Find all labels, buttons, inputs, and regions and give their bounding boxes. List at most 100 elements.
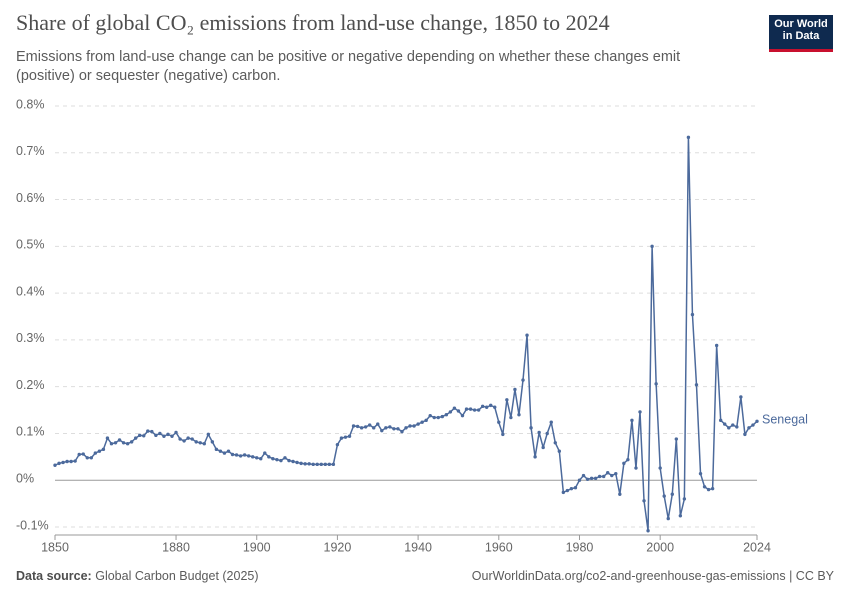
x-tick-label: 1900	[243, 540, 271, 554]
data-point	[666, 516, 670, 521]
data-point	[392, 427, 396, 431]
data-point	[577, 478, 582, 482]
data-point	[662, 494, 666, 498]
data-point	[133, 436, 138, 440]
data-point	[606, 471, 610, 475]
data-point	[206, 432, 211, 437]
data-point	[303, 462, 307, 466]
data-point	[440, 414, 445, 419]
data-point	[146, 429, 150, 433]
data-point	[355, 424, 360, 429]
data-point	[400, 429, 404, 434]
data-point	[642, 499, 646, 503]
data-point	[307, 462, 311, 466]
data-point	[545, 431, 549, 436]
data-point	[626, 457, 630, 462]
x-tick-label: 2024	[743, 540, 771, 554]
data-point	[622, 461, 626, 466]
data-point	[408, 424, 412, 428]
data-point	[226, 449, 231, 453]
data-point	[154, 433, 158, 438]
data-point	[372, 426, 376, 430]
data-point	[367, 423, 372, 427]
data-point	[138, 433, 142, 438]
data-point	[142, 434, 146, 438]
x-tick-label: 1880	[162, 540, 190, 554]
data-point	[731, 423, 735, 427]
data-point	[638, 410, 642, 414]
y-tick-label: 0.3%	[16, 331, 45, 345]
data-point	[279, 458, 283, 463]
data-point	[259, 457, 263, 461]
data-point	[89, 456, 94, 460]
footer-link[interactable]: OurWorldinData.org/co2-and-greenhouse-ga…	[471, 569, 834, 583]
data-point	[198, 441, 202, 445]
data-point	[311, 462, 315, 467]
data-point	[287, 458, 291, 463]
x-tick-label: 1920	[324, 540, 352, 554]
y-tick-label: 0.2%	[16, 378, 45, 392]
series-line	[54, 136, 758, 532]
data-point	[484, 405, 489, 409]
data-point	[549, 420, 553, 424]
data-point	[194, 440, 198, 444]
data-point	[678, 514, 683, 518]
data-point	[69, 459, 73, 464]
data-point	[509, 415, 513, 420]
data-point	[739, 395, 743, 399]
data-point	[250, 455, 255, 459]
data-point	[85, 456, 89, 460]
data-point	[723, 422, 727, 426]
data-point	[727, 426, 731, 430]
data-point	[597, 474, 602, 479]
data-point	[299, 461, 303, 466]
data-point	[537, 430, 541, 435]
data-point	[690, 312, 695, 317]
data-point	[166, 432, 170, 437]
x-tick-label: 1850	[41, 540, 69, 554]
data-point	[319, 462, 323, 467]
data-point	[674, 437, 679, 441]
data-point	[125, 442, 130, 446]
source-text: Global Carbon Budget (2025)	[95, 569, 259, 583]
data-point	[339, 436, 344, 440]
chart-subtitle: Emissions from land-use change can be po…	[16, 49, 681, 84]
data-point	[210, 440, 215, 444]
data-point	[315, 462, 319, 467]
data-point	[517, 413, 521, 417]
data-point	[295, 460, 299, 465]
data-point	[456, 409, 461, 413]
data-point	[388, 425, 392, 429]
data-point	[493, 405, 497, 409]
data-point	[646, 529, 650, 533]
data-point	[755, 419, 759, 423]
data-point	[97, 449, 102, 453]
x-tick-label: 1960	[485, 540, 513, 554]
data-point	[81, 452, 85, 456]
data-point	[291, 459, 295, 464]
data-point	[448, 410, 453, 414]
data-point	[263, 451, 267, 455]
y-tick-label: 0.6%	[16, 191, 45, 205]
data-point	[698, 471, 703, 476]
data-point	[476, 408, 481, 412]
data-point	[150, 429, 154, 434]
data-point	[670, 492, 674, 496]
chart-title: Share of global CO₂ emissions from land-…	[16, 10, 610, 35]
data-point	[428, 413, 432, 418]
data-point	[573, 486, 578, 490]
data-point	[480, 404, 485, 409]
legend-label: Senegal	[762, 413, 808, 427]
logo[interactable]: Our World in Data	[769, 15, 833, 52]
data-point	[424, 418, 428, 423]
data-point	[521, 378, 525, 382]
data-point	[57, 461, 61, 466]
data-point	[718, 418, 723, 423]
y-tick-label: 0.7%	[16, 144, 45, 158]
data-point	[581, 473, 586, 478]
data-point	[202, 442, 206, 446]
data-point	[113, 441, 118, 445]
data-point	[93, 451, 98, 455]
